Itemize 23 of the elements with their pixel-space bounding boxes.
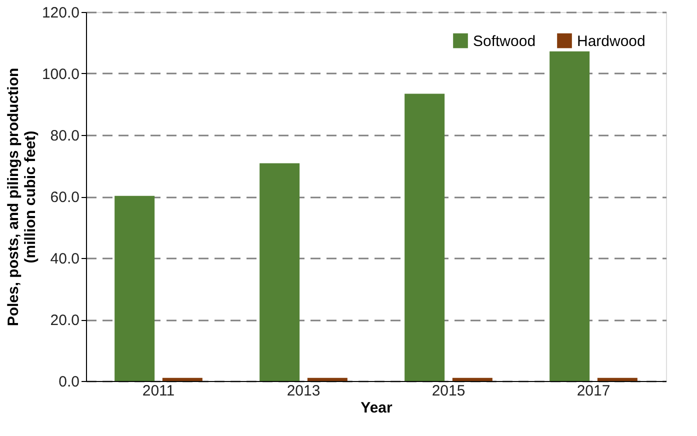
- bar: [162, 378, 202, 381]
- x-tick-label: 2013: [286, 382, 320, 400]
- y-tick-label: 100.0: [42, 66, 80, 83]
- x-axis-title: Year: [360, 400, 393, 416]
- y-tick-label: 60.0: [50, 189, 80, 206]
- bar: [404, 94, 445, 381]
- x-tick-label: 2015: [432, 382, 466, 400]
- x-tick-label: 2011: [142, 382, 175, 400]
- bar: [307, 378, 348, 381]
- y-tick-label: 20.0: [50, 312, 80, 329]
- bar: [114, 196, 155, 381]
- x-tick-label: 2017: [576, 382, 610, 400]
- y-tick-label: 80.0: [50, 128, 80, 144]
- legend-label: Softwood: [473, 32, 536, 50]
- y-tick-label: 0.0: [58, 374, 80, 390]
- y-axis-title: Poles, posts, and pilings production (million cubic feet): [4, 68, 39, 326]
- bar: [597, 378, 638, 381]
- y-tick-label: 120.0: [42, 4, 80, 22]
- y-tick-label: 40.0: [50, 250, 80, 268]
- bar: [452, 378, 492, 381]
- bar: [260, 163, 300, 381]
- bar: [550, 51, 590, 381]
- legend-label: Hardwood: [577, 32, 646, 50]
